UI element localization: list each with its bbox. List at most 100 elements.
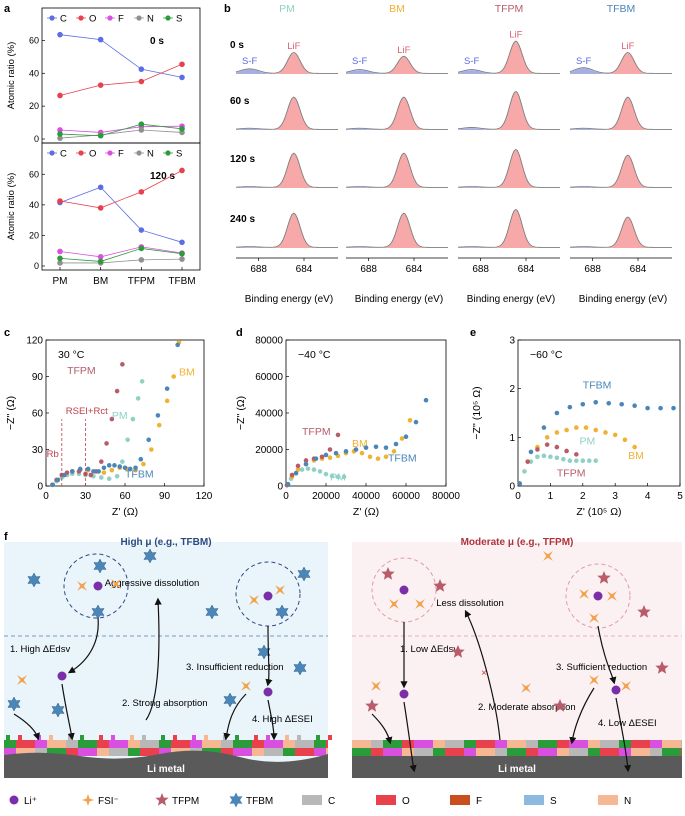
- blocked-mark-icon: ×: [481, 668, 487, 679]
- point-TFBM: [112, 463, 117, 468]
- point-PM: [586, 458, 592, 463]
- point-S: [138, 121, 145, 128]
- lif-peak: [346, 97, 448, 130]
- legend-marker: [107, 150, 113, 156]
- sei-block: [233, 740, 252, 748]
- sei-block: [128, 748, 140, 756]
- right-li-metal-label: Li metal: [498, 764, 536, 775]
- point-TFBM: [593, 399, 599, 405]
- sei-block: [414, 748, 433, 756]
- sei-bump: [316, 735, 320, 740]
- point-S: [57, 131, 63, 137]
- point-PM: [554, 455, 560, 461]
- row-time-label: 120 s: [230, 154, 255, 165]
- chart-title: −60 °C: [530, 349, 563, 361]
- sei-block: [78, 740, 97, 748]
- sf-peak: [458, 187, 560, 188]
- x-axis-label: Z' (Ω): [112, 506, 138, 518]
- point-PM: [323, 471, 329, 477]
- y-tick-label: 120: [26, 336, 43, 347]
- column-title-TFBM: TFBM: [607, 3, 636, 15]
- chart-title: 0 s: [150, 36, 164, 47]
- point-TFBM: [138, 456, 144, 462]
- legend-label-C: C: [328, 796, 335, 807]
- point-O: [138, 189, 145, 195]
- left-step4: 4. High ΔESEI: [252, 714, 313, 725]
- sf-peak: [236, 69, 338, 74]
- point-PM: [567, 458, 573, 463]
- tfbm-molecule: [205, 604, 219, 620]
- y-tick-label: 60000: [255, 372, 283, 383]
- x-axis-label: Z' (Ω): [353, 506, 379, 518]
- x-tick-label: 684: [630, 264, 647, 275]
- li-ion: [263, 687, 273, 697]
- point-TFBM: [303, 461, 309, 467]
- series-label-PM: PM: [112, 410, 128, 422]
- right-arrow-dissolution: [464, 609, 501, 741]
- tfbm-molecule: [223, 692, 237, 708]
- sei-block: [600, 740, 619, 748]
- row-time-label: 240 s: [230, 214, 255, 225]
- point-TFBM: [393, 441, 399, 447]
- sei-block: [526, 740, 538, 748]
- sei-block: [476, 740, 495, 748]
- point-BM: [375, 456, 381, 461]
- sei-bump: [328, 735, 332, 740]
- x-tick-label: PM: [53, 276, 68, 287]
- point-BM: [603, 430, 608, 435]
- point-TFPM: [104, 441, 109, 446]
- point-F: [97, 254, 104, 260]
- y-tick-label: 3: [509, 336, 515, 347]
- sei-block: [109, 748, 128, 756]
- sei-block: [371, 748, 383, 756]
- tfpm-molecule: [637, 605, 651, 618]
- point-PM: [114, 473, 120, 479]
- sei-block: [526, 748, 538, 756]
- x-tick-label: 688: [584, 264, 601, 275]
- point-BM: [554, 430, 560, 435]
- tfbm-molecule: [257, 644, 271, 660]
- lif-peak: [570, 217, 672, 248]
- legend-label-fsi: FSI⁻: [98, 796, 119, 807]
- point-PM: [125, 437, 130, 443]
- point-TFBM: [117, 464, 123, 469]
- fsi-anion: [621, 681, 631, 691]
- point-TFBM: [91, 469, 96, 474]
- y-tick-label: 60: [29, 169, 39, 179]
- sei-block: [433, 740, 445, 748]
- x-tick-label: 684: [296, 264, 313, 275]
- point-BM: [383, 454, 389, 460]
- sf-peak: [236, 247, 338, 248]
- point-C: [179, 74, 185, 81]
- tfbm-molecule: [27, 572, 41, 588]
- point-BM: [149, 447, 154, 452]
- x-tick-label: TFPM: [128, 276, 155, 287]
- x-tick-label: 684: [518, 264, 535, 275]
- chart-title: 120 s: [150, 171, 175, 182]
- tfpm-molecule: [381, 567, 395, 580]
- legend-label-N: N: [624, 796, 631, 807]
- sf-peak: [346, 187, 448, 188]
- point-TFPM: [544, 442, 550, 447]
- legend-marker: [78, 150, 84, 156]
- sei-block: [190, 740, 202, 748]
- point-TFPM: [88, 472, 94, 478]
- sf-label: S-F: [352, 56, 368, 67]
- point-TFBM: [619, 401, 624, 407]
- sei-block: [295, 740, 314, 748]
- y-tick-label: 0: [509, 482, 515, 493]
- sei-block: [314, 748, 326, 756]
- sei-bump: [80, 735, 84, 740]
- panel-e: 0 1 2 3 4 5 0 1 2 3 Z' (10⁵ Ω) −Z'' (10⁵ Ω) −60 °C PM…: [471, 336, 683, 519]
- point-TFBM: [413, 419, 419, 425]
- fsi-anion: [389, 599, 399, 609]
- sei-block: [445, 748, 464, 756]
- series-line-S: [59, 248, 183, 262]
- y-tick-label: 1: [509, 433, 515, 444]
- legend-marker: [49, 15, 55, 21]
- point-TFBM: [606, 400, 612, 406]
- sei-block: [662, 740, 681, 748]
- lif-peak: [346, 153, 448, 188]
- tfpm-molecule: [451, 645, 465, 658]
- sei-bump: [49, 735, 53, 740]
